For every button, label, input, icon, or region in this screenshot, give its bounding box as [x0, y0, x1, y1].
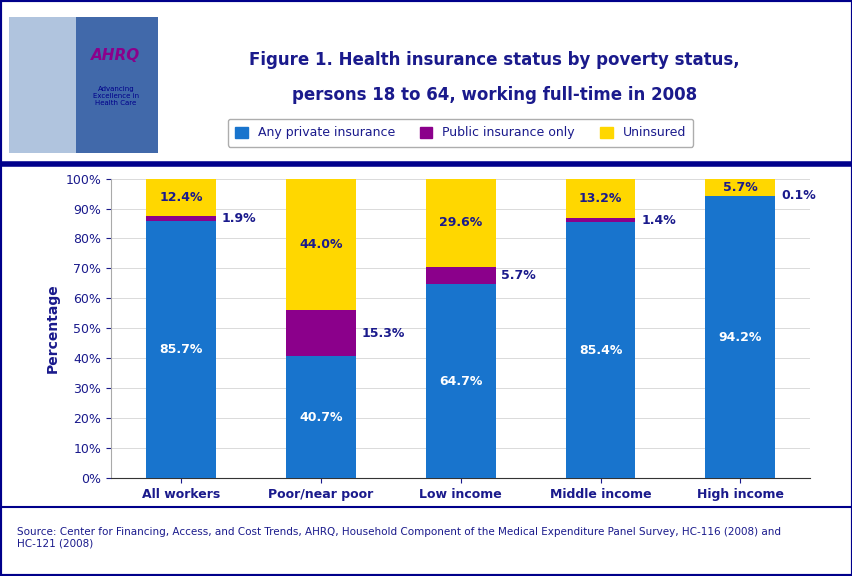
- Bar: [76, 17, 158, 153]
- Bar: [146, 179, 216, 215]
- Text: 29.6%: 29.6%: [439, 217, 481, 229]
- Text: 5.7%: 5.7%: [501, 269, 535, 282]
- Text: 1.9%: 1.9%: [222, 212, 256, 225]
- Text: 5.7%: 5.7%: [722, 181, 757, 194]
- Bar: [285, 179, 355, 310]
- Bar: [425, 179, 495, 267]
- Text: Figure 1. Health insurance status by poverty status,: Figure 1. Health insurance status by pov…: [249, 51, 740, 70]
- Text: 1.4%: 1.4%: [641, 214, 675, 227]
- Bar: [565, 218, 635, 222]
- Bar: [705, 196, 774, 478]
- Bar: [705, 179, 774, 196]
- Bar: [565, 179, 635, 218]
- Text: 0.1%: 0.1%: [780, 190, 815, 202]
- Text: 15.3%: 15.3%: [361, 327, 404, 340]
- Bar: [425, 285, 495, 478]
- Y-axis label: Percentage: Percentage: [46, 283, 60, 373]
- Text: Source: Center for Financing, Access, and Cost Trends, AHRQ, Household Component: Source: Center for Financing, Access, an…: [17, 527, 780, 548]
- Text: 44.0%: 44.0%: [299, 238, 342, 251]
- Text: persons 18 to 64, working full-time in 2008: persons 18 to 64, working full-time in 2…: [292, 86, 696, 104]
- Text: 85.4%: 85.4%: [579, 344, 621, 357]
- Text: AHRQ: AHRQ: [91, 48, 141, 63]
- Bar: [285, 310, 355, 356]
- Text: 12.4%: 12.4%: [159, 191, 202, 204]
- Text: 94.2%: 94.2%: [718, 331, 761, 343]
- Text: 85.7%: 85.7%: [159, 343, 202, 356]
- Bar: [285, 356, 355, 478]
- Bar: [146, 221, 216, 478]
- Bar: [425, 267, 495, 285]
- Bar: [146, 215, 216, 221]
- Bar: [565, 222, 635, 478]
- Legend: Any private insurance, Public insurance only, Uninsured: Any private insurance, Public insurance …: [227, 119, 693, 147]
- Text: 64.7%: 64.7%: [439, 374, 481, 388]
- Text: 13.2%: 13.2%: [579, 192, 621, 205]
- Text: 40.7%: 40.7%: [299, 411, 342, 423]
- Text: Advancing
Excellence in
Health Care: Advancing Excellence in Health Care: [93, 86, 139, 106]
- Bar: [9, 17, 76, 153]
